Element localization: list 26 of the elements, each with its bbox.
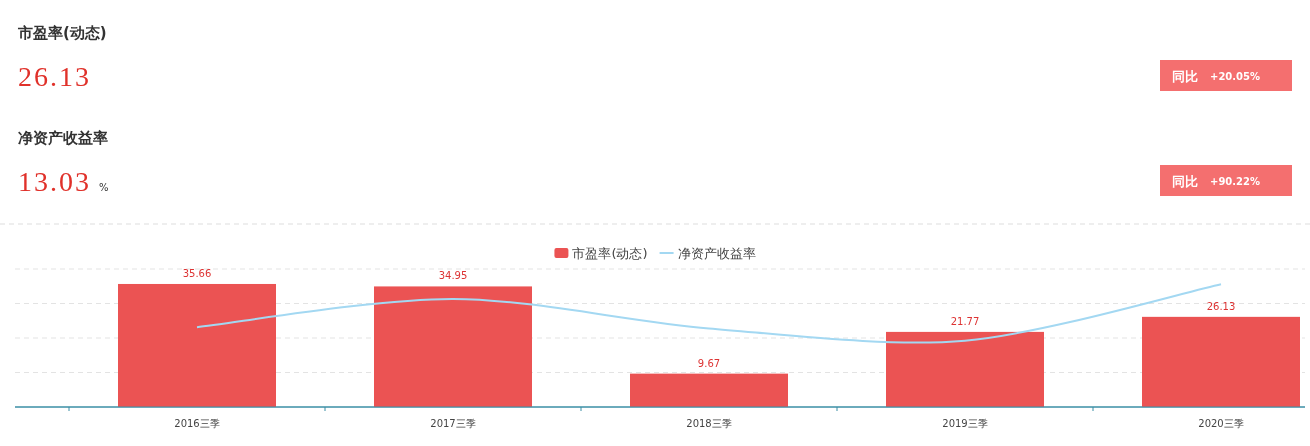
- legend-label: 净资产收益率: [677, 246, 756, 261]
- data-label: 26.13: [1206, 300, 1236, 312]
- x-tick-label: 2016三季: [174, 418, 220, 429]
- x-tick-label: 2017三季: [430, 418, 476, 429]
- text: +20.05%: [1210, 71, 1261, 82]
- text: 26.13: [18, 61, 91, 92]
- legend-label: 市盈率(动态): [572, 246, 648, 261]
- text: %: [99, 182, 109, 193]
- data-label: 34.95: [438, 270, 468, 282]
- data-label: 21.77: [950, 315, 980, 327]
- bar: [374, 286, 532, 407]
- bar: [1142, 316, 1300, 407]
- bar: [886, 331, 1044, 407]
- x-tick-label: 2020三季: [1198, 418, 1244, 429]
- bar: [630, 373, 788, 407]
- text: +90.22%: [1210, 176, 1261, 187]
- bar: [118, 283, 276, 407]
- text: 13.03: [18, 166, 91, 197]
- x-tick-label: 2018三季: [686, 418, 732, 429]
- text: 同比: [1172, 69, 1198, 84]
- text: 同比: [1172, 174, 1198, 189]
- text: 市盈率(动态): [17, 24, 107, 42]
- data-label: 9.67: [697, 357, 721, 369]
- data-label: 35.66: [182, 267, 212, 279]
- x-tick-label: 2019三季: [942, 418, 988, 429]
- text: 净资产收益率: [18, 129, 108, 147]
